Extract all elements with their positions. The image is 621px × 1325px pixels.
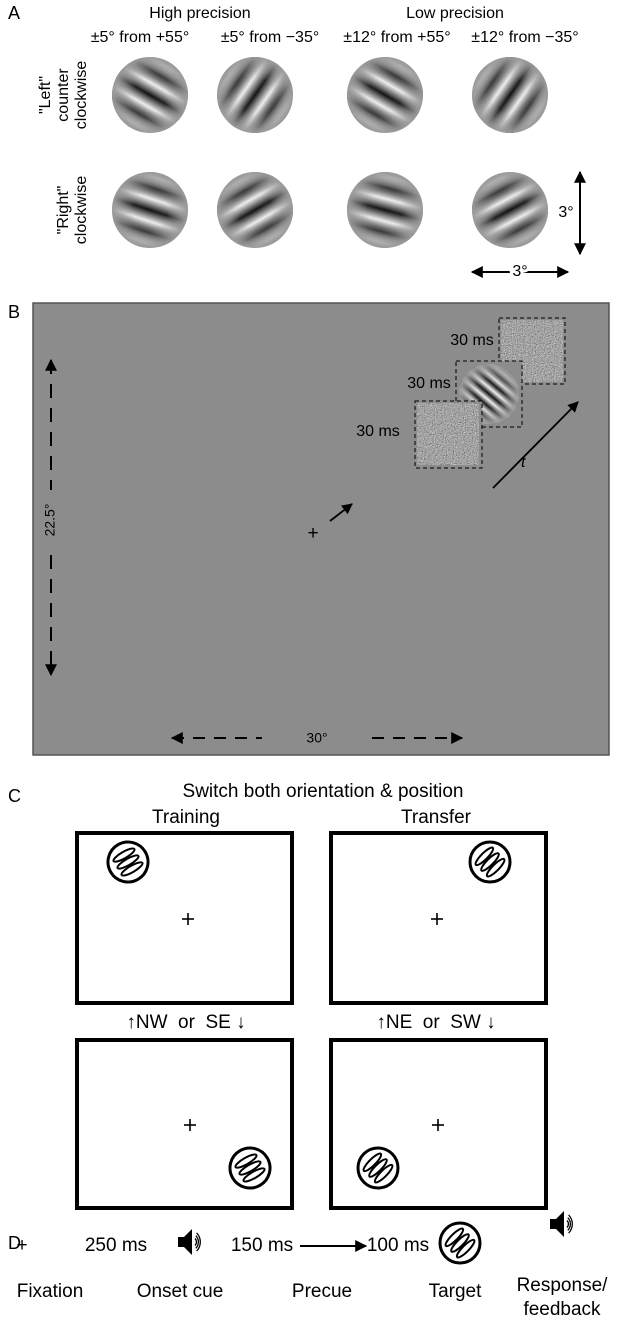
speaker-body — [550, 1211, 564, 1237]
group-label: Low precision — [406, 5, 504, 22]
sound-wave — [566, 1220, 570, 1228]
response-label: ↑NE or SW ↓ — [376, 1012, 495, 1033]
gabor-envelope — [112, 172, 188, 248]
time-arrow — [492, 401, 579, 489]
panel-label: A — [8, 3, 20, 23]
condition-label: Training — [152, 807, 220, 828]
gabor-envelope — [347, 57, 423, 133]
step-label: Fixation — [17, 1281, 84, 1302]
icon-stripe — [116, 854, 140, 870]
frame-border — [414, 400, 483, 469]
sound-wave — [194, 1238, 198, 1246]
icon-stripe — [234, 1153, 258, 1169]
icon-circle — [106, 840, 150, 884]
motion-arrow — [329, 503, 353, 522]
screen-box — [75, 1038, 294, 1210]
height-label: 22.5° — [42, 504, 58, 537]
panel-label: D — [8, 1233, 21, 1253]
fixation-cross: + — [307, 523, 318, 544]
grating-icon — [356, 1146, 400, 1190]
icon-stripe — [362, 1152, 383, 1173]
screen-box — [75, 831, 294, 1005]
screen-box — [329, 831, 548, 1005]
icon-stripe — [485, 857, 506, 878]
row-label: clockwise — [73, 61, 90, 130]
duration-label: 100 ms — [367, 1235, 429, 1256]
step-label: Response/ — [517, 1275, 609, 1296]
grating-icon — [438, 1221, 482, 1265]
step-label: feedback — [523, 1299, 601, 1320]
size-label: 3° — [512, 263, 527, 280]
condition-label: Transfer — [401, 807, 472, 828]
grating-icon — [228, 1146, 272, 1190]
grating-icon — [106, 840, 150, 884]
duration-label: 150 ms — [231, 1235, 293, 1256]
icon-stripe — [120, 861, 144, 877]
gabor-envelope — [347, 172, 423, 248]
group-label: High precision — [149, 5, 250, 22]
step-label: Onset cue — [137, 1281, 224, 1302]
duration-label: 30 ms — [407, 375, 451, 392]
row-label: "Left" — [37, 76, 54, 114]
column-label: ±5° from +55° — [91, 29, 190, 46]
gabor-envelope — [217, 57, 293, 133]
speaker-icon — [550, 1211, 573, 1237]
row-label: clockwise — [73, 176, 90, 245]
sound-wave — [196, 1232, 201, 1252]
icon-circle — [438, 1221, 482, 1265]
sound-wave — [568, 1214, 573, 1234]
icon-circle — [468, 840, 512, 884]
icon-stripe — [373, 1163, 394, 1184]
duration-label: 30 ms — [450, 332, 494, 349]
panel-label: C — [8, 786, 21, 806]
duration-label: 250 ms — [85, 1235, 147, 1256]
speaker-icon — [178, 1229, 201, 1255]
stimulus-sequence — [414, 317, 566, 469]
frame-border — [498, 317, 566, 385]
frame-border — [455, 360, 523, 428]
noise-mask — [417, 403, 479, 465]
icon-circle — [356, 1146, 400, 1190]
time-label: t — [521, 454, 526, 471]
sound-wave — [567, 1217, 572, 1231]
gabor-grid — [112, 57, 548, 248]
icon-stripe — [112, 847, 136, 863]
sound-wave — [195, 1235, 200, 1249]
icon-stripe — [242, 1167, 266, 1183]
column-label: ±5° from −35° — [221, 29, 320, 46]
step-label: Precue — [292, 1281, 352, 1302]
width-label: 30° — [306, 730, 327, 746]
column-label: ±12° from +55° — [343, 29, 450, 46]
duration-label: 30 ms — [356, 423, 400, 440]
size-label: 3° — [558, 204, 573, 221]
step-label: Target — [429, 1281, 483, 1302]
row-label: counter — [55, 68, 72, 122]
panel-label: B — [8, 302, 20, 322]
speaker-body — [178, 1229, 192, 1255]
icon-stripe — [455, 1238, 476, 1259]
response-label: ↑NW or SE ↓ — [126, 1012, 245, 1033]
icon-stripe — [474, 846, 495, 867]
column-label: ±12° from −35° — [471, 29, 578, 46]
gabor-envelope — [217, 172, 293, 248]
row-label: "Right" — [55, 186, 72, 235]
gabor-envelope — [112, 57, 188, 133]
icon-stripe — [368, 1158, 388, 1178]
screen-box — [329, 1038, 548, 1210]
grating-icon — [468, 840, 512, 884]
icon-stripe — [450, 1233, 470, 1253]
icon-stripe — [480, 852, 500, 872]
gabor-envelope — [472, 57, 548, 133]
icon-circle — [228, 1146, 272, 1190]
panel-title: Switch both orientation & position — [183, 781, 464, 802]
fixation-symbol: + — [16, 1235, 27, 1256]
gabor-envelope — [472, 172, 548, 248]
icon-stripe — [238, 1160, 262, 1176]
icon-stripe — [444, 1227, 465, 1248]
